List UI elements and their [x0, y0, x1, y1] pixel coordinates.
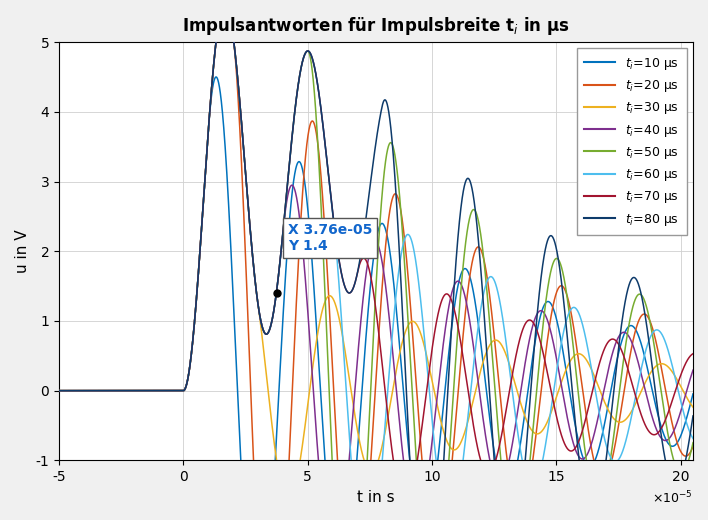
- Legend: $t_i$=10 µs, $t_i$=20 µs, $t_i$=30 µs, $t_i$=40 µs, $t_i$=50 µs, $t_i$=60 µs, $t: $t_i$=10 µs, $t_i$=20 µs, $t_i$=30 µs, $…: [576, 48, 687, 235]
- Text: $\times10^{-5}$: $\times10^{-5}$: [652, 490, 693, 506]
- Y-axis label: u in V: u in V: [15, 229, 30, 273]
- Text: X 3.76e-05
Y 1.4: X 3.76e-05 Y 1.4: [288, 223, 372, 253]
- Title: Impulsantworten für Impulsbreite t$_i$ in µs: Impulsantworten für Impulsbreite t$_i$ i…: [182, 15, 570, 37]
- X-axis label: t in s: t in s: [358, 490, 395, 504]
